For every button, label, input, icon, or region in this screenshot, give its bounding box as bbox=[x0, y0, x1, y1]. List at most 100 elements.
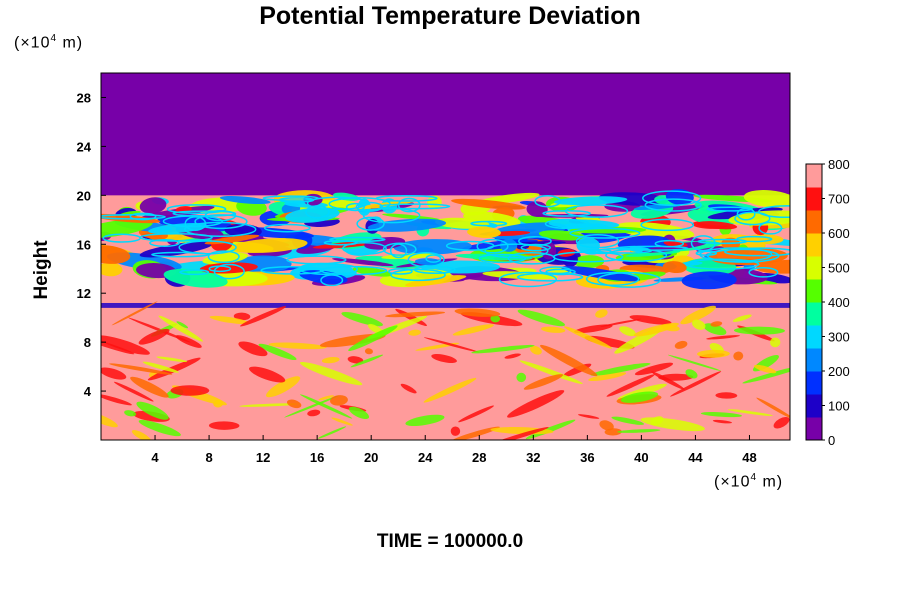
field-streak bbox=[452, 324, 494, 336]
field-contour bbox=[734, 211, 771, 226]
x-tick-label: 28 bbox=[472, 450, 486, 465]
field-contour bbox=[263, 223, 311, 233]
field-streak bbox=[350, 354, 384, 368]
field-filament bbox=[219, 195, 271, 205]
field-contour bbox=[758, 205, 790, 219]
field-contour bbox=[597, 271, 662, 288]
colorbar-band bbox=[806, 210, 822, 234]
colorbar-tick-label: 100 bbox=[828, 399, 850, 414]
field-streak bbox=[715, 392, 738, 399]
field-contour bbox=[470, 220, 508, 227]
colorbar-band bbox=[806, 325, 822, 349]
field-filament bbox=[756, 259, 790, 274]
field-streak bbox=[131, 430, 151, 440]
field-streak bbox=[507, 390, 565, 418]
field-streak bbox=[101, 412, 118, 428]
field-contour bbox=[518, 235, 552, 247]
x-tick-label: 16 bbox=[310, 450, 324, 465]
field-contour bbox=[320, 274, 344, 287]
field-filament bbox=[665, 188, 694, 205]
field-streak bbox=[606, 374, 655, 397]
field-streak bbox=[258, 343, 297, 361]
field-contour bbox=[478, 253, 527, 264]
colorbar-tick-label: 600 bbox=[828, 226, 850, 241]
field-streak bbox=[286, 399, 302, 409]
field-contour bbox=[520, 243, 551, 252]
field-contour bbox=[151, 251, 210, 258]
chart-title: Potential Temperature Deviation bbox=[259, 2, 641, 30]
time-label: TIME = 100000.0 bbox=[376, 531, 524, 552]
colorbar-band bbox=[806, 394, 822, 418]
field-streak bbox=[209, 315, 250, 325]
field-streak bbox=[348, 325, 398, 351]
field-filament bbox=[285, 207, 340, 223]
field-contour bbox=[356, 216, 385, 231]
field-streak bbox=[733, 326, 785, 335]
field-streak bbox=[490, 314, 501, 323]
field-streak bbox=[634, 362, 674, 376]
field-contour bbox=[342, 241, 387, 255]
field-contour bbox=[102, 233, 141, 243]
field-streak bbox=[490, 427, 554, 435]
field-filament bbox=[364, 236, 406, 250]
colorbar-band bbox=[806, 233, 822, 257]
field-streak bbox=[364, 348, 373, 355]
field-streak bbox=[408, 329, 421, 336]
field-streak bbox=[284, 395, 340, 418]
field-contour bbox=[184, 221, 257, 238]
field-filament bbox=[696, 221, 738, 230]
field-streak bbox=[712, 419, 733, 424]
field-contour bbox=[329, 236, 386, 243]
field-contour bbox=[736, 235, 773, 243]
field-streak bbox=[620, 391, 659, 403]
field-streak bbox=[611, 416, 645, 425]
field-streak bbox=[650, 416, 664, 426]
x-tick-label: 8 bbox=[205, 450, 212, 465]
field-contour bbox=[498, 271, 557, 288]
field-streak bbox=[450, 426, 461, 436]
x-tick-label: 40 bbox=[634, 450, 648, 465]
field-streak bbox=[727, 409, 773, 416]
time-value: 100000.0 bbox=[443, 531, 524, 552]
y-tick-label: 4 bbox=[84, 384, 92, 399]
field-streak bbox=[680, 305, 717, 325]
field-streak bbox=[213, 399, 223, 408]
field-contour bbox=[575, 234, 620, 249]
field-streak bbox=[703, 323, 727, 336]
field-contour bbox=[706, 248, 780, 263]
field-streak bbox=[299, 361, 363, 386]
y-tick-label: 12 bbox=[77, 286, 91, 301]
x-tick-label: 12 bbox=[256, 450, 270, 465]
x-tick-label: 4 bbox=[151, 450, 159, 465]
field-filament bbox=[625, 250, 681, 257]
field-contour bbox=[598, 247, 653, 254]
field-streak bbox=[385, 311, 446, 318]
field-contour bbox=[640, 218, 695, 232]
field-contour bbox=[319, 265, 388, 276]
field-contour bbox=[179, 269, 210, 276]
x-tick-label: 44 bbox=[688, 450, 703, 465]
field-streak bbox=[629, 315, 672, 325]
field-streak bbox=[450, 426, 500, 440]
field-streak bbox=[574, 324, 613, 334]
field-contour bbox=[544, 218, 590, 229]
field-contour bbox=[379, 203, 451, 210]
field-contour bbox=[476, 238, 509, 254]
field-streak bbox=[504, 353, 521, 359]
colorbar-tick-label: 400 bbox=[828, 295, 850, 310]
field-contour bbox=[685, 258, 760, 270]
field-streak bbox=[348, 406, 370, 420]
field-streak bbox=[156, 356, 188, 363]
field-contour bbox=[545, 268, 576, 276]
field-streak bbox=[111, 301, 158, 326]
field-streak bbox=[321, 356, 340, 364]
colorbar-tick-label: 500 bbox=[828, 261, 850, 276]
field-streak bbox=[138, 419, 181, 437]
field-contour bbox=[569, 227, 641, 239]
field-streak bbox=[578, 414, 600, 419]
field-filament bbox=[526, 201, 548, 217]
field-contour bbox=[260, 265, 324, 275]
field-contour bbox=[390, 268, 446, 282]
field-contour bbox=[542, 209, 591, 217]
field-streak bbox=[667, 354, 721, 371]
